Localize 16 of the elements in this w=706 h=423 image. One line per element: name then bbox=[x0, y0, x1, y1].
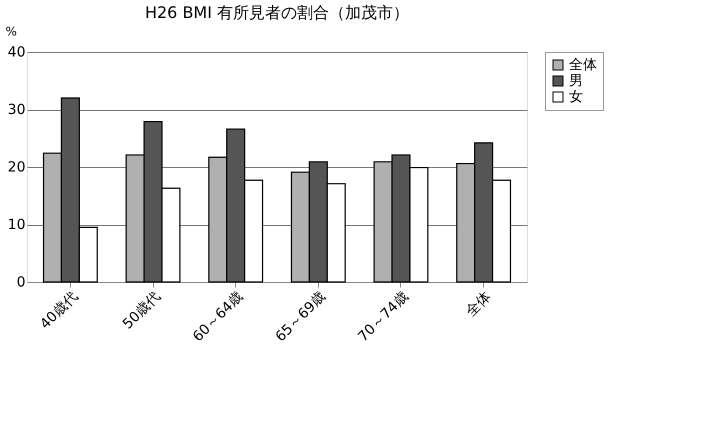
legend-label: 男 bbox=[569, 73, 583, 89]
x-tick-label: 40歳代 bbox=[37, 288, 81, 333]
x-tick-label: 70～74歳 bbox=[355, 288, 412, 346]
y-tick-label: 20 bbox=[8, 160, 26, 176]
y-tick-label: 30 bbox=[8, 102, 26, 118]
x-tick-label: 全体 bbox=[463, 288, 494, 320]
legend-label: 女 bbox=[569, 89, 583, 105]
x-tick-label: 60～64歳 bbox=[190, 288, 246, 346]
y-axis-title: % bbox=[6, 24, 17, 38]
legend-label: 全体 bbox=[569, 57, 597, 73]
y-tick-label: 0 bbox=[16, 274, 26, 290]
chart-title: H26 BMI 有所見者の割合（加茂市） bbox=[144, 3, 410, 22]
y-tick-label: 40 bbox=[8, 44, 26, 60]
x-tick-label: 50歳代 bbox=[120, 288, 164, 333]
y-tick-label: 10 bbox=[8, 217, 26, 233]
x-tick-label: 65～69歳 bbox=[272, 288, 329, 346]
